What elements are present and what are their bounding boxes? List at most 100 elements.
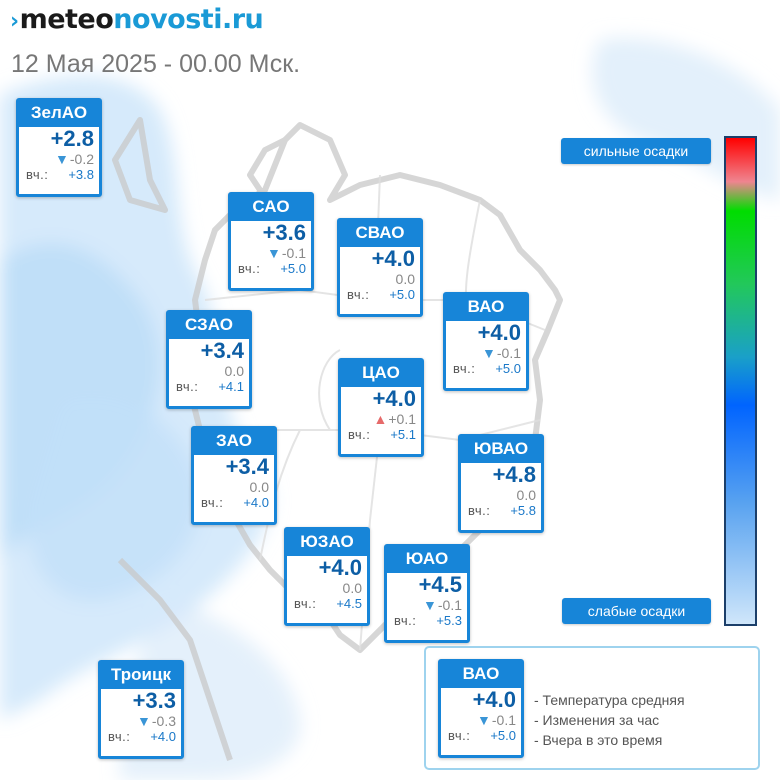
yesterday-row: вч.: +5.3 — [387, 613, 467, 629]
hourly-change: ▼-0.2 — [19, 151, 99, 167]
yesterday-label: вч.: — [453, 361, 476, 376]
yesterday-value: +3.8 — [68, 167, 94, 182]
precipitation-color-scale — [724, 136, 757, 626]
yesterday-value: +5.0 — [280, 261, 306, 276]
district-name: ВАО — [446, 295, 526, 321]
forecast-datetime: 12 Мая 2025 - 00.00 Мск. — [11, 50, 301, 78]
yesterday-label: вч.: — [238, 261, 261, 276]
legend-sample-name: ВАО — [441, 662, 521, 688]
hourly-change: ▼-0.3 — [101, 713, 181, 729]
legend-line-temperature: - Температура средняя — [534, 692, 685, 708]
yesterday-label: вч.: — [468, 503, 491, 518]
trend-down-icon: ▼ — [137, 713, 151, 729]
legend-line-yesterday: - Вчера в это время — [534, 732, 663, 748]
district-name: ЗелАО — [19, 101, 99, 127]
district-temperature: +4.0 — [371, 246, 415, 271]
hourly-change: 0.0 — [461, 487, 541, 503]
district-name: САО — [231, 195, 311, 221]
logo-text-novosti: novosti.ru — [113, 4, 264, 35]
yesterday-label: вч.: — [394, 613, 417, 628]
yesterday-value: +4.0 — [243, 495, 269, 510]
hourly-change: ▲+0.1 — [341, 411, 421, 427]
logo-mark: › — [10, 9, 19, 34]
change-value: -0.1 — [491, 712, 516, 728]
legend-line-hourly-change: - Изменения за час — [534, 712, 660, 728]
legend-sample-temperature: +4.0 — [472, 687, 516, 712]
yesterday-row: вч.: +4.0 — [194, 495, 274, 511]
district-temperature: +4.5 — [418, 572, 462, 597]
district-temperature: +4.0 — [372, 386, 416, 411]
yesterday-row: вч.: +5.0 — [446, 361, 526, 377]
hourly-change: 0.0 — [194, 479, 274, 495]
change-value: -0.1 — [281, 245, 306, 261]
yesterday-label: вч.: — [108, 729, 131, 744]
scale-label-heavy: сильные осадки — [561, 138, 711, 164]
hourly-change: 0.0 — [287, 580, 367, 596]
yesterday-row: вч.: +5.1 — [341, 427, 421, 443]
legend-descriptions: - Температура средняя - Изменения за час… — [534, 690, 685, 750]
district-card-vao: ВАО +4.0 ▼-0.1 вч.: +5.0 — [443, 292, 529, 391]
yesterday-row: вч.: +4.5 — [287, 596, 367, 612]
yesterday-value: +4.0 — [150, 729, 176, 744]
yesterday-value: +5.1 — [390, 427, 416, 442]
hourly-change: ▼-0.1 — [446, 345, 526, 361]
district-card-sao: САО +3.6 ▼-0.1 вч.: +5.0 — [228, 192, 314, 291]
hourly-change: 0.0 — [340, 271, 420, 287]
district-name: ЮВАО — [461, 437, 541, 463]
yesterday-row: вч.: +5.0 — [231, 261, 311, 277]
trend-down-icon: ▼ — [55, 151, 69, 167]
district-temperature: +2.8 — [50, 126, 94, 151]
change-value: 0.0 — [224, 363, 244, 379]
yesterday-row: вч.: +3.8 — [19, 167, 99, 183]
yesterday-value: +4.5 — [336, 596, 362, 611]
change-value: -0.3 — [151, 713, 176, 729]
yesterday-label: вч.: — [26, 167, 49, 182]
district-temperature: +4.0 — [318, 555, 362, 580]
yesterday-row: вч.: +5.0 — [340, 287, 420, 303]
yesterday-label: вч.: — [347, 287, 370, 302]
district-card-svao: СВАО +4.0 0.0 вч.: +5.0 — [337, 218, 423, 317]
district-card-zelao: ЗелАО +2.8 ▼-0.2 вч.: +3.8 — [16, 98, 102, 197]
trend-down-icon: ▼ — [423, 597, 437, 613]
trend-down-icon: ▼ — [267, 245, 281, 261]
yesterday-value: +5.0 — [495, 361, 521, 376]
change-value: 0.0 — [342, 580, 362, 596]
hourly-change: ▼-0.1 — [387, 597, 467, 613]
district-card-yuvao: ЮВАО +4.8 0.0 вч.: +5.8 — [458, 434, 544, 533]
legend-sample-card: ВАО +4.0 ▼-0.1 вч.: +5.0 — [438, 659, 524, 758]
change-value: -0.1 — [437, 597, 462, 613]
hourly-change: ▼-0.1 — [231, 245, 311, 261]
yesterday-label: вч.: — [176, 379, 199, 394]
legend-sample-change: ▼-0.1 — [441, 712, 521, 728]
site-logo: ›meteonovosti.ru — [10, 4, 264, 35]
yesterday-label: вч.: — [348, 427, 371, 442]
yesterday-value: +5.8 — [510, 503, 536, 518]
district-card-yuzao: ЮЗАО +4.0 0.0 вч.: +4.5 — [284, 527, 370, 626]
change-value: 0.0 — [249, 479, 269, 495]
district-name: ЮАО — [387, 547, 467, 573]
yesterday-row: вч.: +5.8 — [461, 503, 541, 519]
yesterday-value: +5.0 — [389, 287, 415, 302]
scale-label-light: слабые осадки — [562, 598, 711, 624]
change-value: -0.2 — [69, 151, 94, 167]
hourly-change: 0.0 — [169, 363, 249, 379]
district-card-yuao: ЮАО +4.5 ▼-0.1 вч.: +5.3 — [384, 544, 470, 643]
legend-sample-yesterday: вч.: +5.0 — [441, 728, 521, 744]
change-value: 0.0 — [516, 487, 536, 503]
yesterday-label: вч.: — [448, 728, 471, 743]
district-card-cao: ЦАО +4.0 ▲+0.1 вч.: +5.1 — [338, 358, 424, 457]
yesterday-label: вч.: — [201, 495, 224, 510]
yesterday-row: вч.: +4.0 — [101, 729, 181, 745]
district-name: ЦАО — [341, 361, 421, 387]
district-card-szao: СЗАО +3.4 0.0 вч.: +4.1 — [166, 310, 252, 409]
trend-up-icon: ▲ — [373, 411, 388, 427]
logo-text-meteo: meteo — [19, 4, 114, 35]
yesterday-value: +4.1 — [218, 379, 244, 394]
yesterday-value: +5.3 — [436, 613, 462, 628]
district-temperature: +3.4 — [225, 454, 269, 479]
district-temperature: +3.3 — [132, 688, 176, 713]
yesterday-row: вч.: +4.1 — [169, 379, 249, 395]
district-name: СВАО — [340, 221, 420, 247]
change-value: -0.1 — [496, 345, 521, 361]
change-value: +0.1 — [388, 411, 416, 427]
